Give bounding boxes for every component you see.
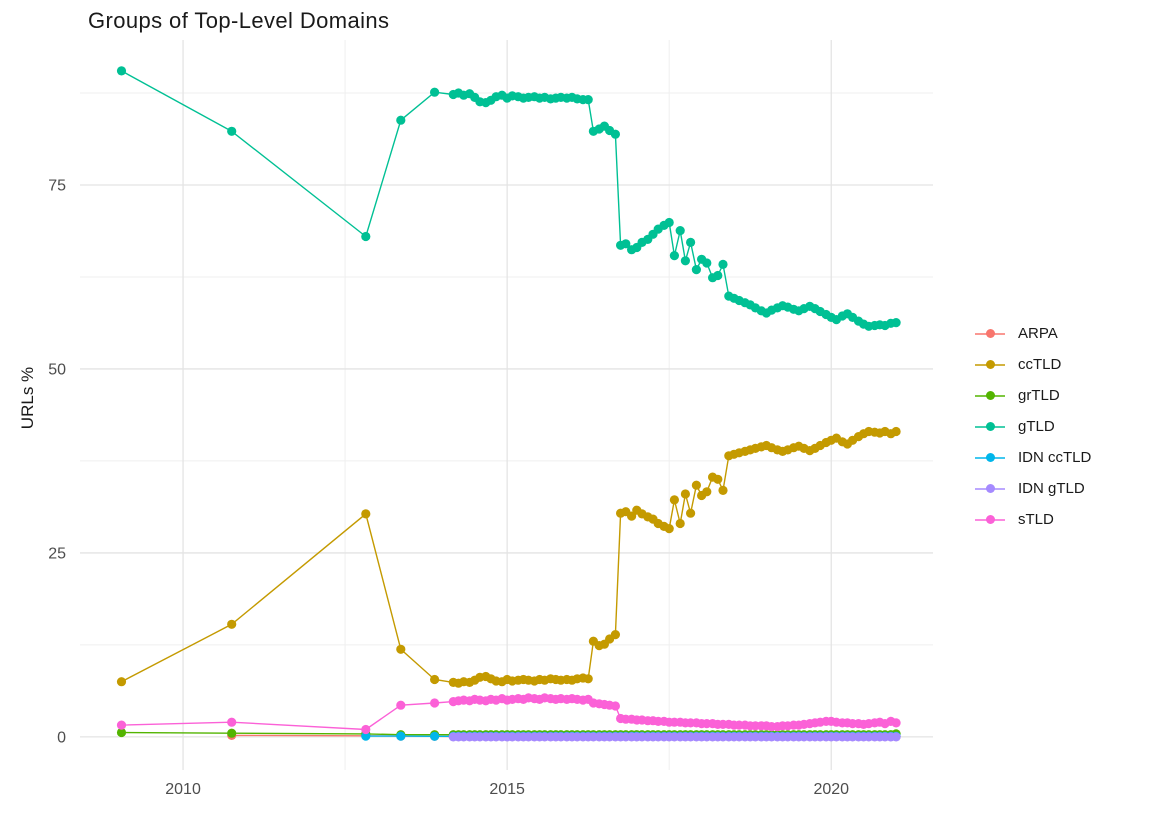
legend: ARPA ccTLD grTLD gTLD IDN ccTLD IDN gTLD sTLD bbox=[975, 318, 1091, 535]
legend-label: sTLD bbox=[1018, 511, 1054, 528]
y-tick-label: 0 bbox=[57, 729, 66, 746]
legend-label: ccTLD bbox=[1018, 356, 1062, 373]
legend-key-icon bbox=[975, 390, 1005, 402]
legend-key-icon bbox=[975, 452, 1005, 464]
legend-item-ARPA: ARPA bbox=[975, 318, 1091, 349]
chart-title: Groups of Top-Level Domains bbox=[88, 8, 390, 33]
legend-key-icon bbox=[975, 514, 1005, 526]
series-gTLD bbox=[116, 66, 901, 331]
legend-item-sTLD: sTLD bbox=[975, 504, 1091, 535]
legend-label: IDN ccTLD bbox=[1018, 449, 1092, 466]
x-tick-label: 2020 bbox=[813, 781, 849, 798]
y-tick-label: 75 bbox=[48, 177, 66, 194]
x-tick-label: 2015 bbox=[489, 781, 525, 798]
legend-item-grTLD: grTLD bbox=[975, 380, 1091, 411]
y-tick-label: 50 bbox=[48, 361, 66, 378]
series-IDN-gTLD bbox=[448, 732, 901, 742]
legend-label: gTLD bbox=[1018, 418, 1055, 435]
legend-key-icon bbox=[975, 328, 1005, 340]
y-tick-label: 25 bbox=[48, 545, 66, 562]
legend-label: grTLD bbox=[1018, 387, 1060, 404]
legend-key-icon bbox=[975, 359, 1005, 371]
legend-item-IDN-gTLD: IDN gTLD bbox=[975, 473, 1091, 504]
legend-item-ccTLD: ccTLD bbox=[975, 349, 1091, 380]
series-sTLD bbox=[116, 693, 901, 735]
x-tick-label: 2010 bbox=[165, 781, 201, 798]
legend-key-icon bbox=[975, 421, 1005, 433]
legend-label: ARPA bbox=[1018, 325, 1058, 342]
legend-item-IDN-ccTLD: IDN ccTLD bbox=[975, 442, 1091, 473]
legend-item-gTLD: gTLD bbox=[975, 411, 1091, 442]
legend-label: IDN gTLD bbox=[1018, 480, 1085, 497]
legend-key-icon bbox=[975, 483, 1005, 495]
series-ccTLD bbox=[116, 426, 901, 688]
